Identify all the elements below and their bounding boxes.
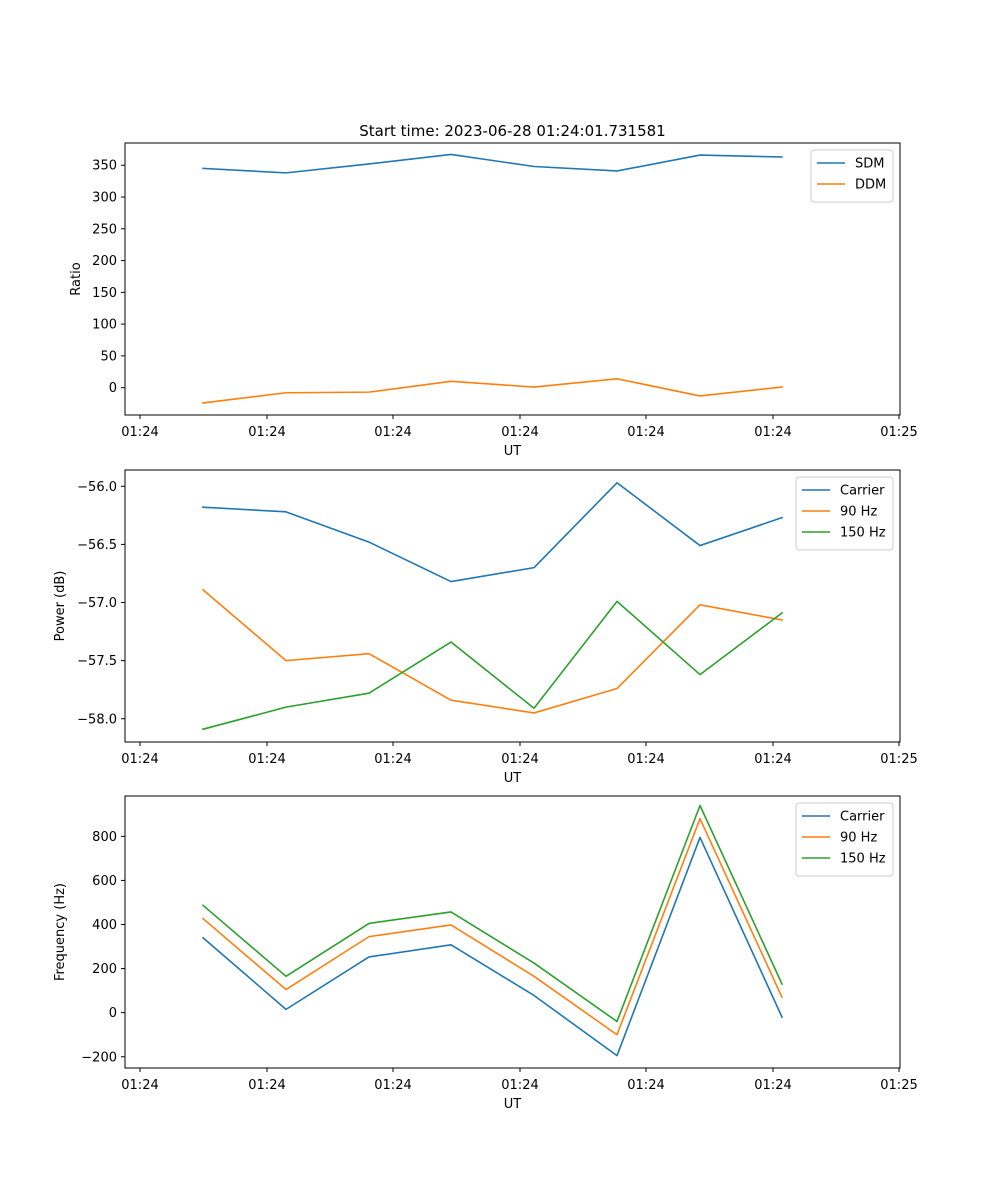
x-tick-label: 01:24	[374, 1078, 411, 1093]
x-axis-label: UT	[504, 1097, 522, 1112]
chart-title: Start time: 2023-06-28 01:24:01.731581	[359, 122, 665, 140]
legend-entry: 90 Hz	[840, 505, 877, 520]
axes-frame	[124, 142, 901, 416]
legend-entry: 90 Hz	[840, 831, 877, 846]
y-axis-label: Ratio	[69, 262, 84, 295]
y-tick-label: 200	[92, 254, 117, 269]
panels: 01:24 01:24 01:24 01:24 01:24 01:24 01:25 0 50 10…	[53, 122, 918, 1112]
y-tick-label: −58.0	[77, 712, 117, 727]
y-tick-label: −56.0	[77, 480, 117, 495]
legend-entry: DDM	[855, 178, 886, 193]
legend-entry: Carrier	[840, 810, 885, 825]
x-tick-label: 01:24	[501, 425, 538, 440]
x-tick-label: 01:24	[501, 752, 538, 767]
y-tick-label: 350	[92, 159, 117, 174]
x-tick-label: 01:24	[121, 752, 158, 767]
y-axis-label: Power (dB)	[53, 571, 68, 642]
x-tick-label: 01:25	[880, 425, 917, 440]
series-line-150-hz	[201, 804, 784, 1023]
x-tick-label: 01:24	[248, 425, 285, 440]
series-line-90-hz	[201, 817, 784, 1036]
y-tick-label: 300	[92, 191, 117, 206]
series-line-carrier	[201, 836, 784, 1057]
panel-2: 01:24 01:24 01:24 01:24 01:24 01:24 01:25 −58.0…	[53, 469, 918, 786]
x-tick-label: 01:24	[754, 752, 791, 767]
axes-frame	[124, 469, 901, 743]
series-line-carrier	[202, 481, 784, 583]
legend-entry: SDM	[855, 157, 884, 172]
x-tick-label: 01:24	[627, 1078, 664, 1093]
legend-entry: Carrier	[840, 484, 885, 499]
x-axis-label: UT	[504, 444, 522, 459]
x-tick-label: 01:24	[248, 752, 285, 767]
legend-entry: 150 Hz	[840, 852, 886, 867]
y-tick-label: 0	[109, 381, 117, 396]
y-tick-label: 150	[92, 286, 117, 301]
y-tick-label: −57.5	[77, 654, 117, 669]
x-tick-label: 01:24	[754, 425, 791, 440]
legend-entry: 150 Hz	[840, 526, 886, 541]
y-tick-label: 800	[92, 830, 117, 845]
x-tick-label: 01:24	[374, 752, 411, 767]
y-tick-label: 0	[109, 1006, 117, 1021]
x-tick-label: 01:24	[374, 425, 411, 440]
y-tick-label: 200	[92, 962, 117, 977]
panel-3: 01:24 01:24 01:24 01:24 01:24 01:24 01:25 −200 0…	[53, 795, 918, 1112]
y-tick-label: 50	[100, 349, 117, 364]
y-tick-label: −56.5	[77, 538, 117, 553]
series-line-sdm	[202, 153, 783, 174]
x-tick-label: 01:24	[627, 752, 664, 767]
x-tick-label: 01:24	[248, 1078, 285, 1093]
legend: SDM DDM	[810, 149, 894, 203]
x-tick-label: 01:25	[880, 1078, 917, 1093]
series-line-150-hz	[202, 600, 784, 731]
y-tick-label: −57.0	[77, 596, 117, 611]
y-tick-label: 600	[92, 874, 117, 889]
x-tick-label: 01:25	[880, 752, 917, 767]
x-tick-label: 01:24	[754, 1078, 791, 1093]
x-tick-label: 01:24	[501, 1078, 538, 1093]
y-tick-label: −200	[81, 1050, 117, 1065]
series-line-ddm	[202, 377, 783, 404]
x-tick-label: 01:24	[627, 425, 664, 440]
x-tick-label: 01:24	[121, 425, 158, 440]
y-tick-label: 400	[92, 918, 117, 933]
y-axis-label: Frequency (Hz)	[53, 883, 68, 981]
panel-1: 01:24 01:24 01:24 01:24 01:24 01:24 01:25 0 50 10…	[69, 122, 918, 459]
axes-frame	[124, 795, 901, 1069]
legend: Carrier 90 Hz 150 Hz	[795, 802, 894, 877]
legend: Carrier 90 Hz 150 Hz	[795, 476, 894, 551]
x-tick-label: 01:24	[121, 1078, 158, 1093]
y-tick-label: 250	[92, 222, 117, 237]
series-line-90-hz	[201, 588, 783, 714]
x-axis-label: UT	[504, 771, 522, 786]
y-tick-label: 100	[92, 318, 117, 333]
